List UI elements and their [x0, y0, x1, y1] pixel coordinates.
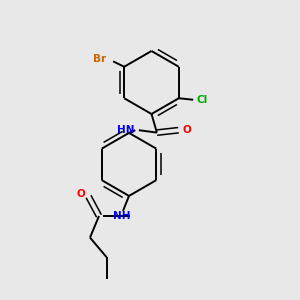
Text: NH: NH [113, 211, 130, 221]
Text: O: O [182, 125, 191, 135]
Text: Cl: Cl [197, 95, 208, 105]
Text: HN: HN [117, 125, 135, 135]
Text: Br: Br [93, 54, 106, 64]
Text: O: O [76, 189, 85, 199]
